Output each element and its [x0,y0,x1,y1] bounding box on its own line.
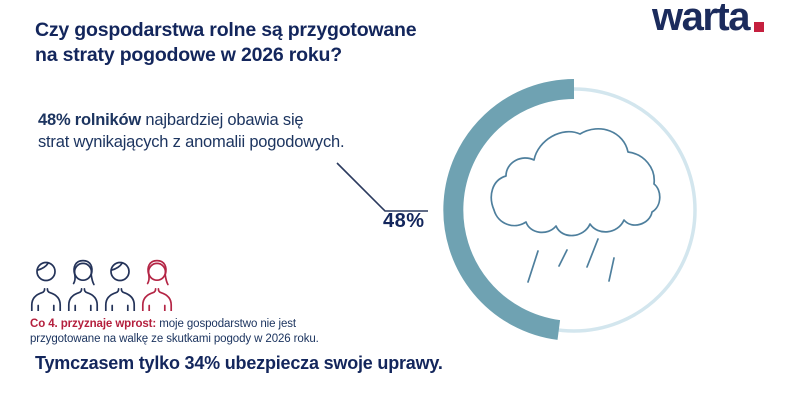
highlight-bold: 48% rolników [38,111,142,129]
page-title-line2: na straty pogodowe w 2026 roku? [35,44,342,66]
male-person-icon [103,257,137,311]
donut-value-label: 48% [383,210,425,232]
page-title-line1: Czy gospodarstwa rolne są przygotowane [35,19,417,41]
highlight-rest: najbardziej obawia się [141,111,304,129]
respondents-caption: Co 4. przyznaje wprost: moje gospodarstw… [30,317,319,347]
respondents-caption-line2: przygotowane na walkę ze skutkami pogody… [30,333,319,345]
page-title: Czy gospodarstwa rolne są przygotowane n… [35,18,417,68]
warta-logo-dot-icon [754,22,764,32]
respondents-caption-line1: Co 4. przyznaje wprost: moje gospodarstw… [30,317,319,332]
donut-value-arc [443,79,575,340]
respondents-caption-bold: Co 4. przyznaje wprost: [30,318,157,330]
insurance-statement: Tymczasem tylko 34% ubezpiecza swoje upr… [35,353,443,373]
highlight-line1: 48% rolników najbardziej obawia się [38,109,344,131]
highlight-statement: 48% rolników najbardziej obawia się stra… [38,109,345,153]
respondents-caption-rest: moje gospodarstwo nie jest [156,318,296,330]
callout-line [336,162,428,212]
male-person-icon [29,257,63,311]
warta-logo: warta [652,0,764,39]
respondent-icons [29,257,174,311]
donut-chart [443,79,697,340]
highlight-line2: strat wynikających z anomalii pogodowych… [38,133,345,151]
rain-cloud-icon [490,128,661,283]
warta-logo-text: warta [652,0,751,39]
female-person-icon [66,257,100,311]
female-person-icon [140,257,174,311]
